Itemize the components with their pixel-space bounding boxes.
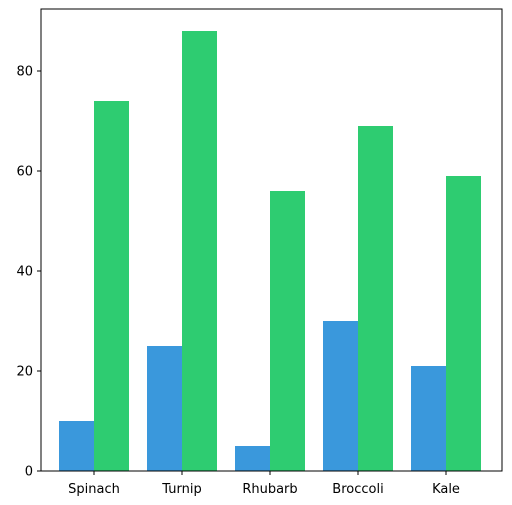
x-tick-label: Broccoli [332, 482, 383, 497]
bar-kale-series-1 [411, 366, 446, 471]
bar-spinach-series-2 [94, 101, 129, 471]
bar-turnip-series-2 [182, 31, 217, 471]
x-axis: Spinach Turnip Rhubarb Broccoli Kale [68, 471, 460, 497]
bar-broccoli-series-2 [358, 126, 393, 471]
y-tick-label: 60 [16, 165, 33, 180]
x-tick-label: Rhubarb [242, 482, 297, 497]
bar-rhubarb-series-1 [235, 446, 270, 471]
bar-broccoli-series-1 [323, 321, 358, 471]
x-tick-label: Kale [432, 482, 460, 497]
bar-turnip-series-1 [147, 346, 182, 471]
y-axis: 0 20 40 60 80 [16, 65, 41, 480]
bar-kale-series-2 [446, 176, 481, 471]
bar-spinach-series-1 [59, 421, 94, 471]
y-tick-label: 80 [16, 65, 33, 80]
bars-group [59, 31, 481, 471]
y-tick-label: 20 [16, 365, 33, 380]
x-tick-label: Spinach [68, 482, 120, 497]
bar-rhubarb-series-2 [270, 191, 305, 471]
x-tick-label: Turnip [161, 482, 201, 497]
y-tick-label: 0 [25, 465, 33, 480]
y-tick-label: 40 [16, 265, 33, 280]
plot-frame [40, 8, 503, 472]
